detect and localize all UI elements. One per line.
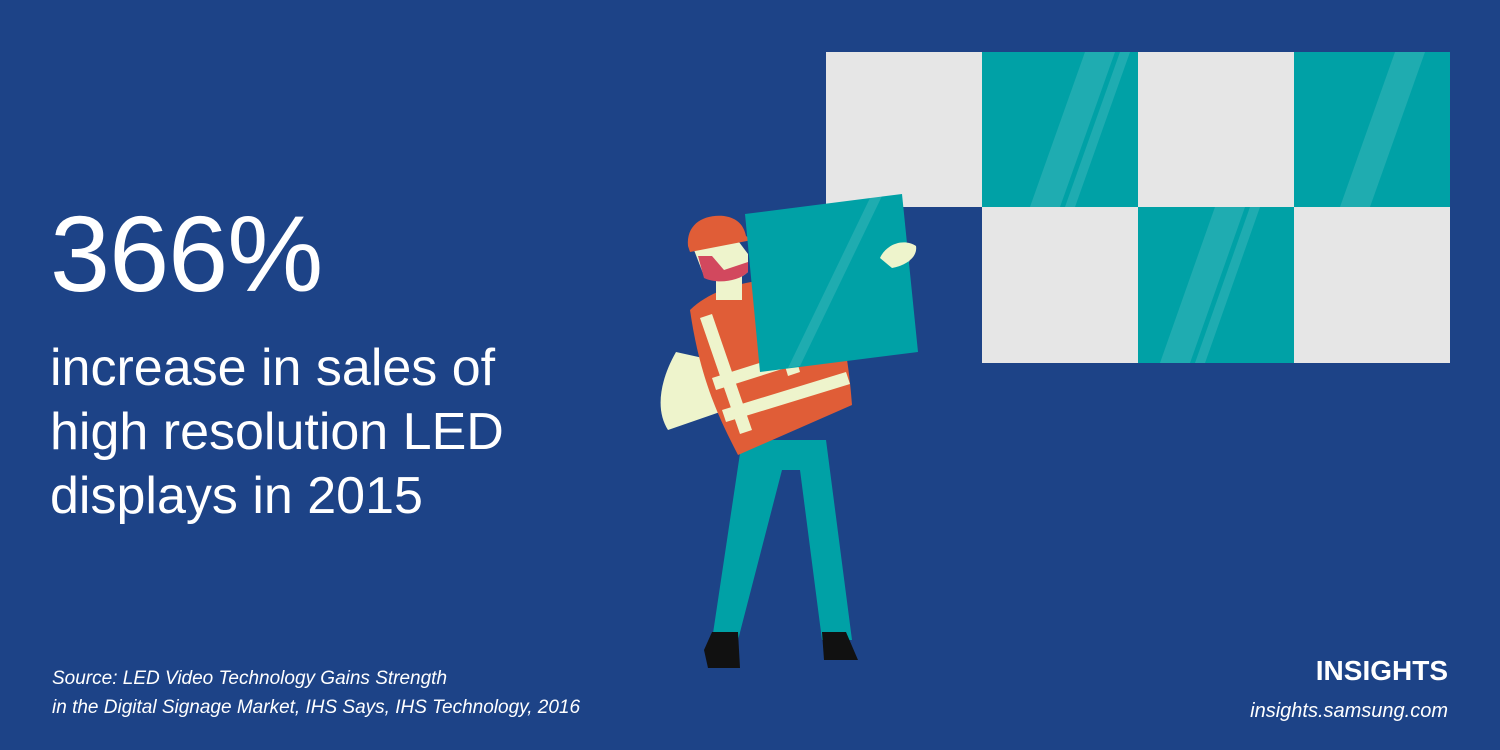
headline-line: increase in sales of: [50, 339, 496, 397]
carried-led-panel: [745, 194, 918, 372]
led-panel-teal: [1294, 52, 1450, 207]
led-wall-grid: [826, 52, 1450, 363]
brand-url-link[interactable]: insights.samsung.com: [1250, 700, 1448, 722]
led-panel-light: [1294, 207, 1450, 363]
worker-figure: [660, 194, 918, 668]
brand-block: INSIGHTS insights.samsung.com: [1250, 654, 1448, 728]
hard-hat-icon: [687, 215, 752, 252]
led-panel-teal: [982, 52, 1138, 207]
panel-glare: [1030, 52, 1425, 363]
headline-line: displays in 2015: [50, 467, 423, 525]
source-citation: Source: LED Video Technology Gains Stren…: [52, 664, 580, 722]
headline-stat: 366%: [50, 193, 323, 314]
worker-legs: [712, 440, 852, 640]
worker-shoe-left: [704, 632, 740, 668]
led-panel-light: [1138, 52, 1294, 207]
source-line: Source: LED Video Technology Gains Stren…: [52, 668, 448, 689]
led-panel-light: [826, 52, 982, 207]
headline-line: high resolution LED: [50, 403, 504, 461]
worker-beard: [698, 256, 748, 282]
brand-name: INSIGHTS: [1315, 655, 1448, 686]
led-panel-teal: [1138, 207, 1294, 363]
led-panel-light: [982, 207, 1138, 363]
worker-right-hand: [880, 242, 917, 268]
headline-description: increase in sales of high resolution LED…: [50, 336, 504, 528]
source-line: in the Digital Signage Market, IHS Says,…: [52, 697, 581, 718]
worker-shoe-right: [822, 632, 858, 660]
